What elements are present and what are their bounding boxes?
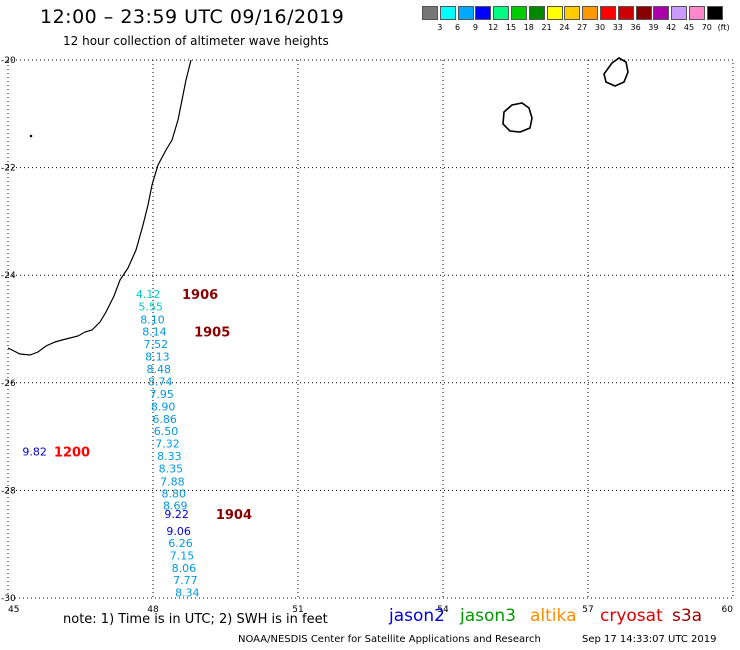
wave-height-points: 4.125.558.108.147.528.138.488.747.958.90… <box>22 288 199 600</box>
swh-value-label: 8.80 <box>162 488 187 501</box>
reunion-island <box>502 102 533 133</box>
swh-value-label: 7.95 <box>149 388 174 401</box>
satellite-altika-legend: altika <box>530 606 577 626</box>
lat-tick-label: -26 <box>1 379 16 389</box>
colorbar-swatch <box>493 6 510 20</box>
swh-value-label: 7.88 <box>160 475 185 488</box>
swh-value-label: 7.32 <box>155 438 180 451</box>
swh-value-label: 9.82 <box>22 446 47 459</box>
swh-value-label: 8.90 <box>151 400 176 413</box>
swh-value-label: 6.26 <box>168 537 193 550</box>
map-subtitle: 12 hour collection of altimeter wave hei… <box>63 34 329 48</box>
map-frame <box>7 59 734 599</box>
colorbar-label: 30 <box>594 23 606 32</box>
lon-tick-label: 45 <box>8 605 19 615</box>
satellite-s3a-legend: s3a <box>672 606 703 626</box>
lat-tick-label: -28 <box>1 486 16 496</box>
lat-tick-label: -30 <box>1 594 16 604</box>
lon-tick-label: 57 <box>582 605 593 615</box>
swh-value-label: 7.77 <box>173 574 198 587</box>
swh-value-label: 8.48 <box>147 363 172 376</box>
colorbar-label: 6 <box>455 23 461 32</box>
swh-value-label: 9.06 <box>166 525 191 538</box>
colorbar-label: 12 <box>488 23 499 32</box>
colorbar-label: 42 <box>666 23 677 32</box>
satellite-cryosat-legend: cryosat <box>600 606 663 626</box>
mauritius-island <box>603 57 629 87</box>
swh-value-label: 8.13 <box>145 350 170 363</box>
colorbar-label: 33 <box>612 23 623 32</box>
lon-tick-label: 48 <box>147 605 159 615</box>
swh-value-label: 7.15 <box>170 549 195 562</box>
colorbar-label: 18 <box>523 23 534 32</box>
colorbar-label: 45 <box>683 23 695 32</box>
colorbar-swatch <box>511 6 527 20</box>
colorbar-label: 27 <box>577 23 588 32</box>
swh-value-label: 8.06 <box>172 562 197 575</box>
colorbar-swatch <box>439 6 456 20</box>
credit-timestamp: Sep 17 14:33:07 UTC 2019 <box>582 634 717 645</box>
colorbar-unit: (ft) <box>717 23 730 32</box>
colorbar-swatch <box>653 6 670 20</box>
colorbar-label: 15 <box>505 23 517 32</box>
swh-value-label: 6.50 <box>154 425 179 438</box>
swh-value-label: 8.33 <box>157 450 182 463</box>
footnote: note: 1) Time is in UTC; 2) SWH is in fe… <box>63 612 328 627</box>
colorbar-swatch <box>635 6 652 20</box>
satellite-jason3-legend: jason3 <box>460 606 516 626</box>
colorbar-label: 9 <box>472 23 478 32</box>
swh-value-label: 8.34 <box>175 587 200 600</box>
coastline <box>7 57 629 356</box>
colorbar-swatch <box>422 6 438 20</box>
time-label: 1904 <box>216 508 252 523</box>
colorbar-swatch <box>582 6 599 20</box>
swh-value-label: 8.35 <box>159 462 184 475</box>
credit-text: NOAA/NESDIS Center for Satellite Applica… <box>238 634 541 645</box>
colorbar-swatch <box>475 6 492 20</box>
colorbar-swatch <box>564 6 581 20</box>
map-grid: 45 48 51 54 57 60-20-22-24-26-28-30 <box>1 56 734 615</box>
colorbar-swatch <box>689 6 705 20</box>
colorbar-swatch <box>546 6 563 20</box>
colorbar-label: 3 <box>437 23 443 32</box>
colorbar-label: 24 <box>559 23 570 32</box>
madagascar-coastline <box>7 59 192 356</box>
colorbar-swatch <box>706 6 723 20</box>
colorbar-swatch <box>457 6 474 20</box>
lon-tick-label: 60 <box>722 605 734 615</box>
lat-tick-label: -24 <box>1 271 16 281</box>
colorbar-swatch <box>671 6 688 20</box>
swh-value-label: 8.10 <box>140 313 165 326</box>
small-islet <box>29 134 33 138</box>
colorbar-label: 21 <box>541 23 552 32</box>
swh-value-label: 8.74 <box>148 376 173 389</box>
swh-value-label: 9.22 <box>164 508 189 521</box>
colorbar-swatch <box>528 6 545 20</box>
colorbar-label: 36 <box>630 23 641 32</box>
satellite-jason2-legend: jason2 <box>389 606 445 626</box>
time-labels: 1906 1905 1200 1904 <box>54 288 252 523</box>
swh-value-label: 8.14 <box>142 326 167 339</box>
swh-value-label: 4.12 <box>136 288 161 301</box>
swh-value-label: 6.86 <box>152 413 177 426</box>
time-label: 1906 <box>182 288 218 303</box>
time-label: 1200 <box>54 446 90 461</box>
colorbar-label: 70 <box>701 23 712 32</box>
swh-value-label: 5.55 <box>138 300 163 313</box>
time-label: 1905 <box>194 326 230 341</box>
colorbar-swatch <box>617 6 634 20</box>
lat-tick-label: -22 <box>1 164 16 174</box>
map-title: 12:00 – 23:59 UTC 09/16/2019 <box>40 6 345 28</box>
lon-tick-label: 51 <box>292 605 303 615</box>
colorbar-label: 39 <box>648 23 659 32</box>
colorbar-swatch <box>600 6 616 20</box>
lon-tick-label: 54 <box>437 605 449 615</box>
swh-value-label: 7.52 <box>144 338 169 351</box>
swh-value-label: 8.69 <box>163 499 188 512</box>
